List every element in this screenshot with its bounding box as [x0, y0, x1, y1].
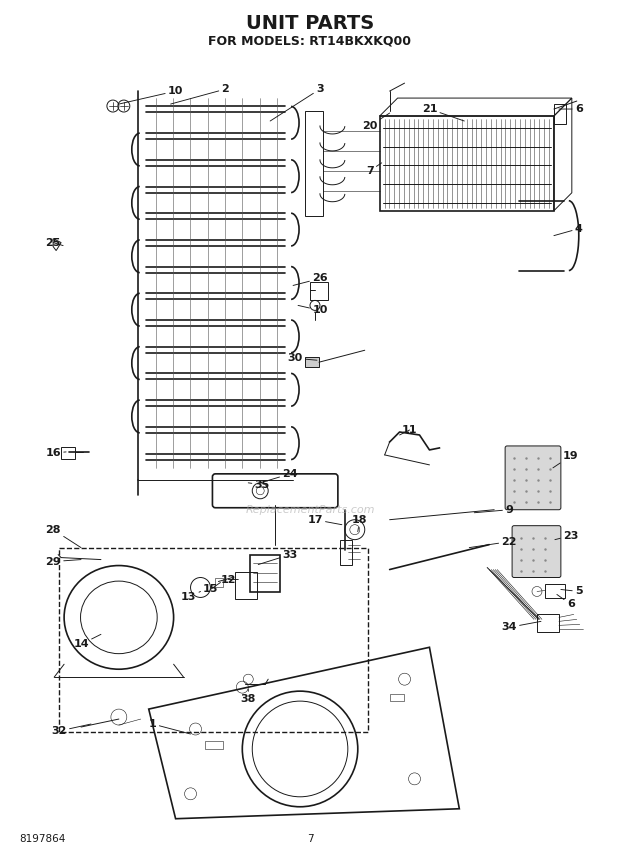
Bar: [205, 741, 223, 749]
Bar: [236, 572, 257, 599]
Text: 30: 30: [288, 354, 317, 363]
Text: 11: 11: [400, 425, 417, 435]
Text: 7: 7: [307, 834, 313, 844]
Text: 18: 18: [352, 514, 368, 532]
Text: 1: 1: [149, 719, 190, 734]
Bar: [537, 615, 559, 633]
Bar: [554, 104, 566, 124]
Bar: [250, 555, 280, 592]
Text: 25: 25: [45, 238, 63, 247]
Text: 35: 35: [248, 480, 270, 490]
Text: 24: 24: [260, 469, 298, 483]
Bar: [305, 111, 323, 216]
Text: 7: 7: [366, 163, 382, 175]
Bar: [389, 694, 404, 701]
Text: 8197864: 8197864: [19, 834, 66, 844]
Text: 28: 28: [45, 525, 81, 548]
Text: 6: 6: [559, 104, 583, 114]
Text: 9: 9: [474, 505, 513, 514]
Text: 15: 15: [203, 582, 220, 594]
Bar: [59, 548, 368, 732]
Text: 19: 19: [553, 451, 578, 468]
Text: 38: 38: [241, 689, 256, 704]
Text: 17: 17: [308, 514, 342, 525]
Text: 3: 3: [270, 84, 324, 121]
Text: ReplacementParts.com: ReplacementParts.com: [246, 505, 374, 514]
Text: 23: 23: [555, 531, 578, 541]
Text: 14: 14: [73, 634, 101, 650]
Text: 6: 6: [557, 594, 575, 609]
Text: 33: 33: [259, 550, 298, 565]
Text: 29: 29: [45, 556, 81, 567]
Text: 2: 2: [170, 84, 229, 104]
Text: 34: 34: [502, 621, 541, 633]
Text: 26: 26: [293, 273, 328, 285]
Bar: [310, 282, 328, 300]
Text: 5: 5: [561, 586, 583, 597]
Text: FOR MODELS: RT14BKXKQ00: FOR MODELS: RT14BKXKQ00: [208, 35, 412, 48]
Bar: [545, 585, 565, 598]
Bar: [379, 116, 554, 211]
FancyBboxPatch shape: [512, 526, 561, 578]
Bar: [215, 578, 223, 587]
Text: 4: 4: [554, 223, 583, 235]
Text: 10: 10: [298, 306, 327, 315]
Bar: [305, 357, 319, 367]
Text: 22: 22: [469, 537, 517, 548]
Text: 13: 13: [181, 591, 200, 603]
FancyBboxPatch shape: [505, 446, 561, 509]
Text: 20: 20: [362, 113, 389, 131]
Text: 12: 12: [221, 574, 238, 585]
Text: 32: 32: [51, 724, 91, 736]
Bar: [340, 539, 352, 565]
Text: 10: 10: [119, 86, 184, 104]
Text: 21: 21: [422, 104, 464, 121]
Bar: [61, 447, 75, 459]
Text: UNIT PARTS: UNIT PARTS: [246, 14, 374, 33]
Text: 16: 16: [45, 448, 66, 458]
